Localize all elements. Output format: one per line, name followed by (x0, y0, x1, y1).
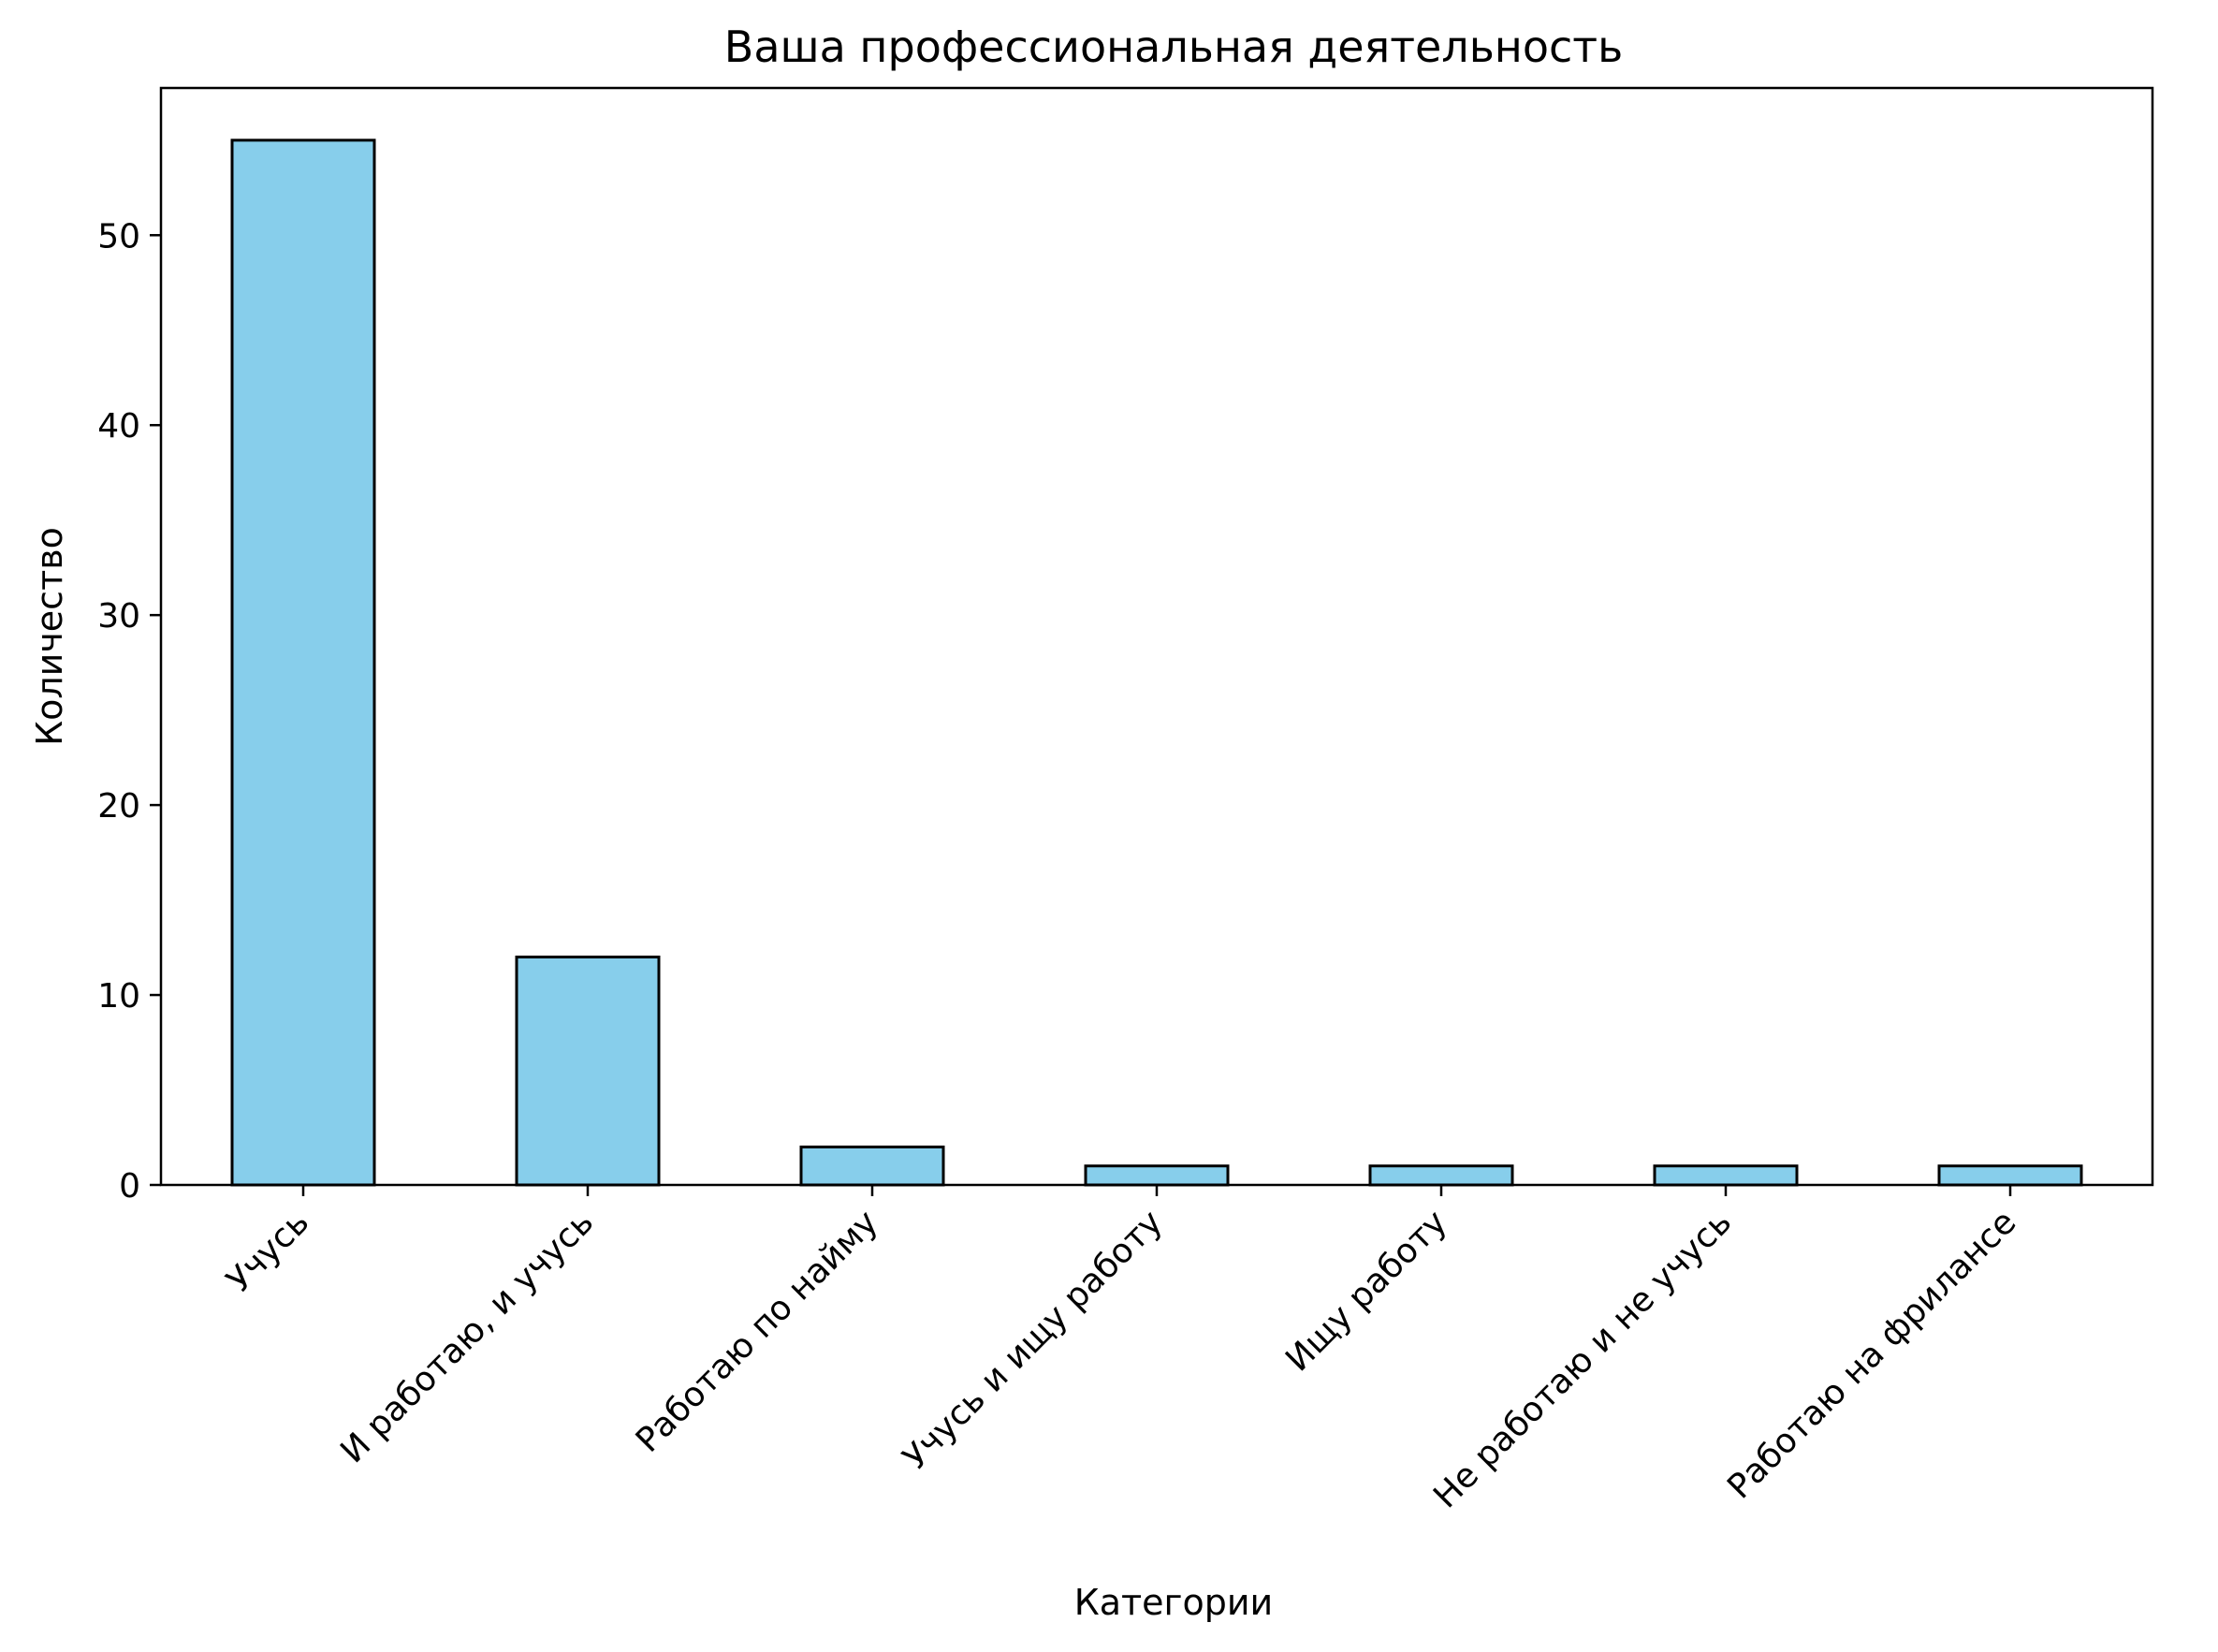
bar (1937, 1164, 2083, 1187)
y-tick-label: 50 (97, 217, 140, 256)
y-tick-label: 10 (97, 977, 140, 1016)
y-axis-label: Количество (29, 527, 70, 746)
x-tick-label: Не работаю и не учусь (1426, 1203, 1739, 1515)
bar (230, 139, 376, 1187)
y-tick-label: 0 (119, 1167, 140, 1206)
bar (1084, 1164, 1230, 1187)
x-axis-label: Категории (1074, 1582, 1274, 1623)
y-tick-label: 20 (97, 787, 140, 826)
x-tick-label: Учусь и ищу работу (896, 1203, 1170, 1477)
bar (1368, 1164, 1514, 1187)
y-tick-label: 40 (97, 407, 140, 446)
bar (1653, 1164, 1799, 1187)
bar (515, 955, 661, 1187)
x-tick-label: Ищу работу (1278, 1203, 1454, 1379)
bar (799, 1145, 945, 1187)
x-tick-label: Работаю на фрилансе (1720, 1203, 2023, 1506)
x-tick-label: Учусь (220, 1203, 317, 1300)
x-tick-label: И работаю, и учусь (333, 1203, 601, 1470)
x-tick-label: Работаю по найму (629, 1203, 886, 1460)
y-tick-label: 30 (97, 597, 140, 636)
plot-frame (159, 86, 2154, 1187)
chart-title: Ваша профессиональная деятельность (724, 22, 1623, 72)
